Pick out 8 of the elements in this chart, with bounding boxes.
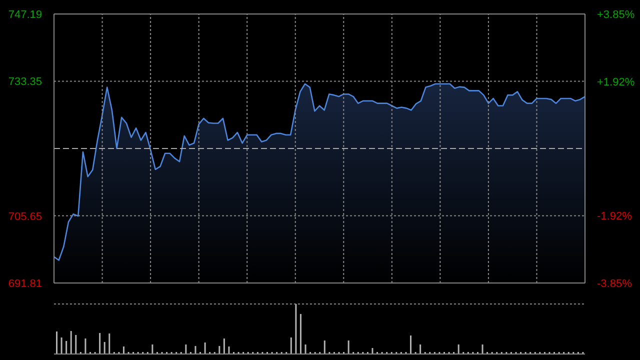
y2-tick-label: -3.85% (597, 278, 632, 290)
y-tick-label: 747.19 (8, 9, 42, 21)
y2-tick-label: +3.85% (597, 9, 635, 21)
y2-tick-label: -1.92% (597, 210, 632, 223)
y2-tick-label: +1.92% (597, 76, 635, 88)
y-tick-label: 705.65 (8, 210, 42, 223)
y-tick-label: 733.35 (8, 76, 42, 88)
y-tick-label: 691.81 (8, 278, 42, 290)
